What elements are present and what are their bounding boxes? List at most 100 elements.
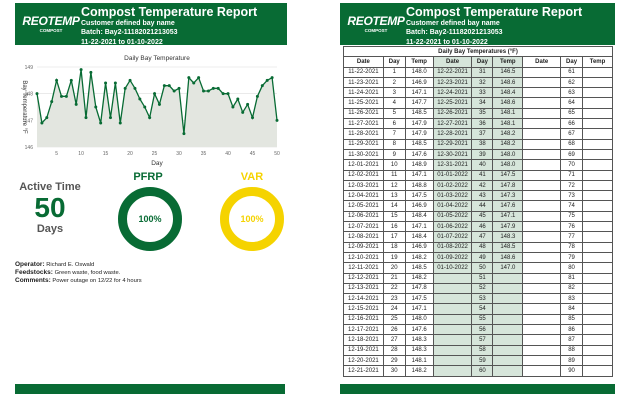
date-cell	[522, 76, 562, 89]
day-cell: 15	[382, 210, 406, 223]
table-row: 12-13-2021 22 147.8 52 82	[343, 282, 613, 295]
temp-cell	[582, 365, 613, 377]
date-cell: 12-21-2021	[343, 365, 384, 377]
temp-cell: 148.9	[404, 159, 434, 171]
date-cell: 12-17-2021	[343, 324, 384, 336]
temp-cell: 148.2	[404, 272, 434, 284]
date-cell	[522, 231, 562, 243]
date-cell: 12-20-2021	[343, 354, 384, 367]
temp-cell: 147.1	[404, 303, 434, 315]
column-header: Day	[471, 56, 494, 68]
table-row: 12-19-2021 28 148.3 58 88	[343, 344, 613, 356]
temp-cell	[582, 118, 613, 130]
y-tick-label: 146	[25, 145, 34, 151]
temp-cell	[582, 344, 613, 356]
day-cell: 55	[471, 313, 494, 326]
temp-cell: 147.5	[404, 190, 434, 202]
temp-cell	[492, 272, 524, 284]
data-point	[89, 70, 93, 74]
temp-cell: 148.6	[492, 97, 524, 109]
data-point	[221, 92, 225, 96]
bay-name: Customer defined bay name	[81, 20, 175, 27]
temp-cell	[582, 282, 613, 295]
date-cell	[522, 293, 562, 305]
date-cell: 12-16-2021	[343, 313, 384, 326]
day-cell: 38	[471, 138, 494, 150]
data-point	[202, 89, 206, 93]
report-header-2: REOTEMP COMPOST Compost Temperature Repor…	[340, 3, 615, 46]
data-point	[55, 78, 59, 82]
date-cell: 12-02-2021	[343, 169, 384, 181]
date-cell	[522, 128, 562, 140]
day-cell: 63	[560, 87, 584, 99]
day-cell: 16	[382, 221, 406, 233]
comments-label: Comments:	[15, 277, 51, 284]
date-cell: 12-27-2021	[432, 118, 473, 130]
data-point	[153, 92, 157, 96]
date-cell	[522, 334, 562, 346]
temp-cell: 147.3	[492, 190, 524, 202]
day-cell: 7	[382, 128, 406, 140]
temp-cell	[582, 221, 613, 233]
bay-name: Customer defined bay name	[406, 20, 500, 27]
day-cell: 29	[382, 354, 406, 367]
logo-subtext: COMPOST	[39, 28, 63, 33]
day-cell: 89	[560, 354, 584, 367]
day-cell: 66	[560, 118, 584, 130]
date-cell: 01-02-2022	[432, 179, 473, 192]
date-cell: 01-06-2022	[432, 221, 473, 233]
date-cell	[522, 221, 562, 233]
x-axis-label: Day	[151, 160, 163, 167]
date-cell: 01-05-2022	[432, 210, 473, 223]
table-row: 12-04-2021 13 147.5 01-03-2022 43 147.3 73	[343, 190, 613, 202]
day-cell: 67	[560, 128, 584, 140]
data-point	[162, 84, 166, 88]
date-cell: 12-13-2021	[343, 282, 384, 295]
date-cell	[522, 303, 562, 315]
temp-cell	[582, 200, 613, 212]
feedstocks-value: Green waste, food waste.	[54, 270, 121, 276]
data-point	[182, 132, 186, 136]
day-cell: 74	[560, 200, 584, 212]
day-cell: 37	[471, 128, 494, 140]
day-cell: 70	[560, 159, 584, 171]
table-row: 11-29-2021 8 148.5 12-29-2021 38 148.2 68	[343, 138, 613, 150]
date-cell: 12-24-2021	[432, 87, 473, 99]
day-cell: 20	[382, 262, 406, 274]
temp-cell: 147.8	[492, 179, 524, 192]
table-row: 12-18-2021 27 148.3 57 87	[343, 334, 613, 346]
data-point	[157, 102, 161, 106]
temp-cell: 148.2	[404, 365, 434, 377]
temp-cell: 148.1	[492, 118, 524, 130]
temp-cell	[492, 282, 524, 295]
day-cell: 76	[560, 221, 584, 233]
report-page-2: REOTEMP COMPOST Compost Temperature Repor…	[340, 3, 615, 46]
date-cell: 12-11-2021	[343, 262, 384, 274]
temp-cell	[492, 313, 524, 326]
temp-cell: 148.0	[492, 159, 524, 171]
day-cell: 4	[382, 97, 406, 109]
temp-cell	[582, 251, 613, 264]
date-cell	[522, 210, 562, 223]
temp-cell	[492, 334, 524, 346]
date-cell	[522, 365, 562, 377]
day-cell: 3	[382, 87, 406, 99]
day-cell: 28	[382, 344, 406, 356]
day-cell: 85	[560, 313, 584, 326]
data-point	[231, 105, 235, 109]
day-cell: 8	[382, 138, 406, 150]
day-cell: 32	[471, 76, 494, 89]
date-cell	[432, 293, 473, 305]
day-cell: 21	[382, 272, 406, 284]
reotemp-logo-2: REOTEMP COMPOST	[346, 14, 406, 33]
table-row: 12-06-2021 15 148.4 01-05-2022 45 147.1 75	[343, 210, 613, 223]
column-header: Day	[382, 56, 406, 68]
active-time-label: Active Time	[19, 181, 81, 193]
day-cell: 86	[560, 324, 584, 336]
date-cell: 01-04-2022	[432, 200, 473, 212]
date-cell: 11-27-2021	[343, 118, 384, 130]
date-range: 11-22-2021 to 01-10-2022	[81, 38, 163, 46]
temp-cell: 147.1	[404, 87, 434, 99]
data-point	[45, 116, 49, 120]
temp-cell: 148.0	[404, 313, 434, 326]
